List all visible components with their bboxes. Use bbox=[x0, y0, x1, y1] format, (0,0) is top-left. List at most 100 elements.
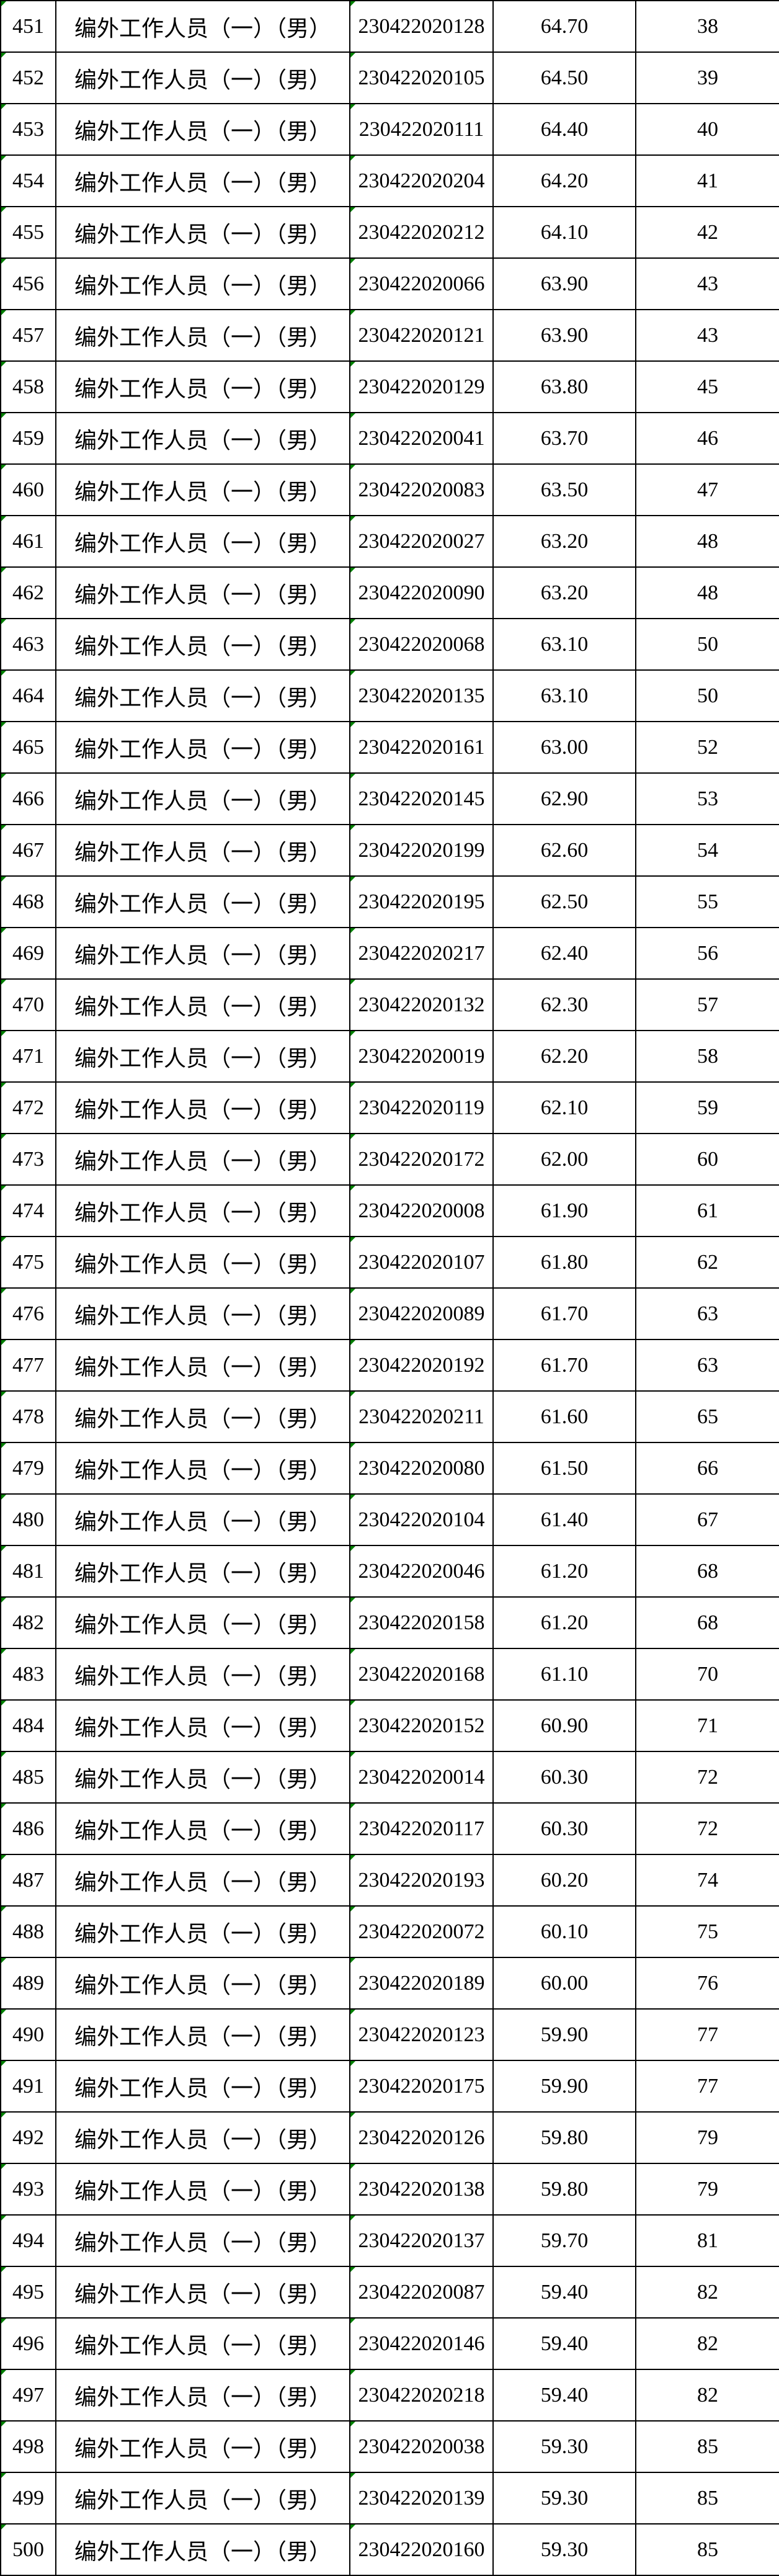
score-cell[interactable]: 64.70 bbox=[492, 0, 636, 53]
row-number-cell[interactable]: 463 bbox=[0, 618, 56, 671]
score-cell[interactable]: 61.40 bbox=[492, 1493, 636, 1546]
rank-cell[interactable]: 61 bbox=[635, 1184, 779, 1237]
rank-cell[interactable]: 68 bbox=[635, 1596, 779, 1649]
rank-cell[interactable]: 75 bbox=[635, 1905, 779, 1958]
rank-cell[interactable]: 55 bbox=[635, 875, 779, 928]
row-number-cell[interactable]: 454 bbox=[0, 154, 56, 207]
position-cell[interactable]: 编外工作人员（一）（男） bbox=[55, 1545, 350, 1598]
position-cell[interactable]: 编外工作人员（一）（男） bbox=[55, 2317, 350, 2370]
position-cell[interactable]: 编外工作人员（一）（男） bbox=[55, 1802, 350, 1855]
rank-cell[interactable]: 47 bbox=[635, 463, 779, 516]
position-cell[interactable]: 编外工作人员（一）（男） bbox=[55, 206, 350, 259]
position-cell[interactable]: 编外工作人员（一）（男） bbox=[55, 1648, 350, 1701]
row-number-cell[interactable]: 480 bbox=[0, 1493, 56, 1546]
candidate-number-cell[interactable]: 230422020192 bbox=[349, 1339, 494, 1392]
candidate-number-cell[interactable]: 230422020089 bbox=[349, 1287, 494, 1340]
row-number-cell[interactable]: 500 bbox=[0, 2523, 56, 2576]
score-cell[interactable]: 61.80 bbox=[492, 1236, 636, 1289]
score-cell[interactable]: 64.20 bbox=[492, 154, 636, 207]
rank-cell[interactable]: 56 bbox=[635, 927, 779, 980]
rank-cell[interactable]: 79 bbox=[635, 2163, 779, 2216]
rank-cell[interactable]: 45 bbox=[635, 360, 779, 413]
row-number-cell[interactable]: 460 bbox=[0, 463, 56, 516]
candidate-number-cell[interactable]: 230422020068 bbox=[349, 618, 494, 671]
candidate-number-cell[interactable]: 230422020038 bbox=[349, 2420, 494, 2473]
position-cell[interactable]: 编外工作人员（一）（男） bbox=[55, 2008, 350, 2061]
score-cell[interactable]: 63.00 bbox=[492, 721, 636, 774]
candidate-number-cell[interactable]: 230422020126 bbox=[349, 2111, 494, 2164]
rank-cell[interactable]: 46 bbox=[635, 412, 779, 465]
row-number-cell[interactable]: 492 bbox=[0, 2111, 56, 2164]
rank-cell[interactable]: 38 bbox=[635, 0, 779, 53]
rank-cell[interactable]: 41 bbox=[635, 154, 779, 207]
candidate-number-cell[interactable]: 230422020168 bbox=[349, 1648, 494, 1701]
candidate-number-cell[interactable]: 230422020160 bbox=[349, 2523, 494, 2576]
position-cell[interactable]: 编外工作人员（一）（男） bbox=[55, 566, 350, 619]
score-cell[interactable]: 59.30 bbox=[492, 2472, 636, 2525]
rank-cell[interactable]: 63 bbox=[635, 1339, 779, 1392]
row-number-cell[interactable]: 498 bbox=[0, 2420, 56, 2473]
candidate-number-cell[interactable]: 230422020129 bbox=[349, 360, 494, 413]
score-cell[interactable]: 59.40 bbox=[492, 2317, 636, 2370]
row-number-cell[interactable]: 472 bbox=[0, 1081, 56, 1134]
rank-cell[interactable]: 71 bbox=[635, 1699, 779, 1752]
position-cell[interactable]: 编外工作人员（一）（男） bbox=[55, 1133, 350, 1186]
candidate-number-cell[interactable]: 230422020204 bbox=[349, 154, 494, 207]
position-cell[interactable]: 编外工作人员（一）（男） bbox=[55, 154, 350, 207]
score-cell[interactable]: 59.40 bbox=[492, 2266, 636, 2319]
position-cell[interactable]: 编外工作人员（一）（男） bbox=[55, 412, 350, 465]
score-cell[interactable]: 61.10 bbox=[492, 1648, 636, 1701]
rank-cell[interactable]: 50 bbox=[635, 618, 779, 671]
candidate-number-cell[interactable]: 230422020087 bbox=[349, 2266, 494, 2319]
candidate-number-cell[interactable]: 230422020090 bbox=[349, 566, 494, 619]
position-cell[interactable]: 编外工作人员（一）（男） bbox=[55, 1081, 350, 1134]
rank-cell[interactable]: 81 bbox=[635, 2214, 779, 2267]
rank-cell[interactable]: 59 bbox=[635, 1081, 779, 1134]
candidate-number-cell[interactable]: 230422020080 bbox=[349, 1442, 494, 1495]
rank-cell[interactable]: 70 bbox=[635, 1648, 779, 1701]
row-number-cell[interactable]: 459 bbox=[0, 412, 56, 465]
rank-cell[interactable]: 65 bbox=[635, 1390, 779, 1443]
position-cell[interactable]: 编外工作人员（一）（男） bbox=[55, 51, 350, 104]
score-cell[interactable]: 62.60 bbox=[492, 824, 636, 877]
score-cell[interactable]: 62.00 bbox=[492, 1133, 636, 1186]
rank-cell[interactable]: 67 bbox=[635, 1493, 779, 1546]
rank-cell[interactable]: 40 bbox=[635, 103, 779, 156]
score-cell[interactable]: 63.70 bbox=[492, 412, 636, 465]
rank-cell[interactable]: 85 bbox=[635, 2523, 779, 2576]
row-number-cell[interactable]: 476 bbox=[0, 1287, 56, 1340]
position-cell[interactable]: 编外工作人员（一）（男） bbox=[55, 2369, 350, 2422]
candidate-number-cell[interactable]: 230422020145 bbox=[349, 772, 494, 825]
candidate-number-cell[interactable]: 230422020027 bbox=[349, 515, 494, 568]
row-number-cell[interactable]: 451 bbox=[0, 0, 56, 53]
score-cell[interactable]: 61.50 bbox=[492, 1442, 636, 1495]
position-cell[interactable]: 编外工作人员（一）（男） bbox=[55, 463, 350, 516]
candidate-number-cell[interactable]: 230422020111 bbox=[349, 103, 494, 156]
position-cell[interactable]: 编外工作人员（一）（男） bbox=[55, 2060, 350, 2113]
rank-cell[interactable]: 53 bbox=[635, 772, 779, 825]
candidate-number-cell[interactable]: 230422020193 bbox=[349, 1854, 494, 1907]
rank-cell[interactable]: 77 bbox=[635, 2060, 779, 2113]
candidate-number-cell[interactable]: 230422020189 bbox=[349, 1957, 494, 2010]
candidate-number-cell[interactable]: 230422020139 bbox=[349, 2472, 494, 2525]
candidate-number-cell[interactable]: 230422020019 bbox=[349, 1030, 494, 1083]
rank-cell[interactable]: 43 bbox=[635, 257, 779, 310]
position-cell[interactable]: 编外工作人员（一）（男） bbox=[55, 309, 350, 362]
rank-cell[interactable]: 85 bbox=[635, 2472, 779, 2525]
rank-cell[interactable]: 39 bbox=[635, 51, 779, 104]
position-cell[interactable]: 编外工作人员（一）（男） bbox=[55, 875, 350, 928]
rank-cell[interactable]: 68 bbox=[635, 1545, 779, 1598]
position-cell[interactable]: 编外工作人员（一）（男） bbox=[55, 2163, 350, 2216]
candidate-number-cell[interactable]: 230422020218 bbox=[349, 2369, 494, 2422]
position-cell[interactable]: 编外工作人员（一）（男） bbox=[55, 772, 350, 825]
row-number-cell[interactable]: 457 bbox=[0, 309, 56, 362]
candidate-number-cell[interactable]: 230422020175 bbox=[349, 2060, 494, 2113]
score-cell[interactable]: 59.80 bbox=[492, 2163, 636, 2216]
position-cell[interactable]: 编外工作人员（一）（男） bbox=[55, 721, 350, 774]
candidate-number-cell[interactable]: 230422020158 bbox=[349, 1596, 494, 1649]
rank-cell[interactable]: 63 bbox=[635, 1287, 779, 1340]
score-cell[interactable]: 60.30 bbox=[492, 1802, 636, 1855]
score-cell[interactable]: 61.60 bbox=[492, 1390, 636, 1443]
score-cell[interactable]: 59.90 bbox=[492, 2008, 636, 2061]
position-cell[interactable]: 编外工作人员（一）（男） bbox=[55, 0, 350, 53]
